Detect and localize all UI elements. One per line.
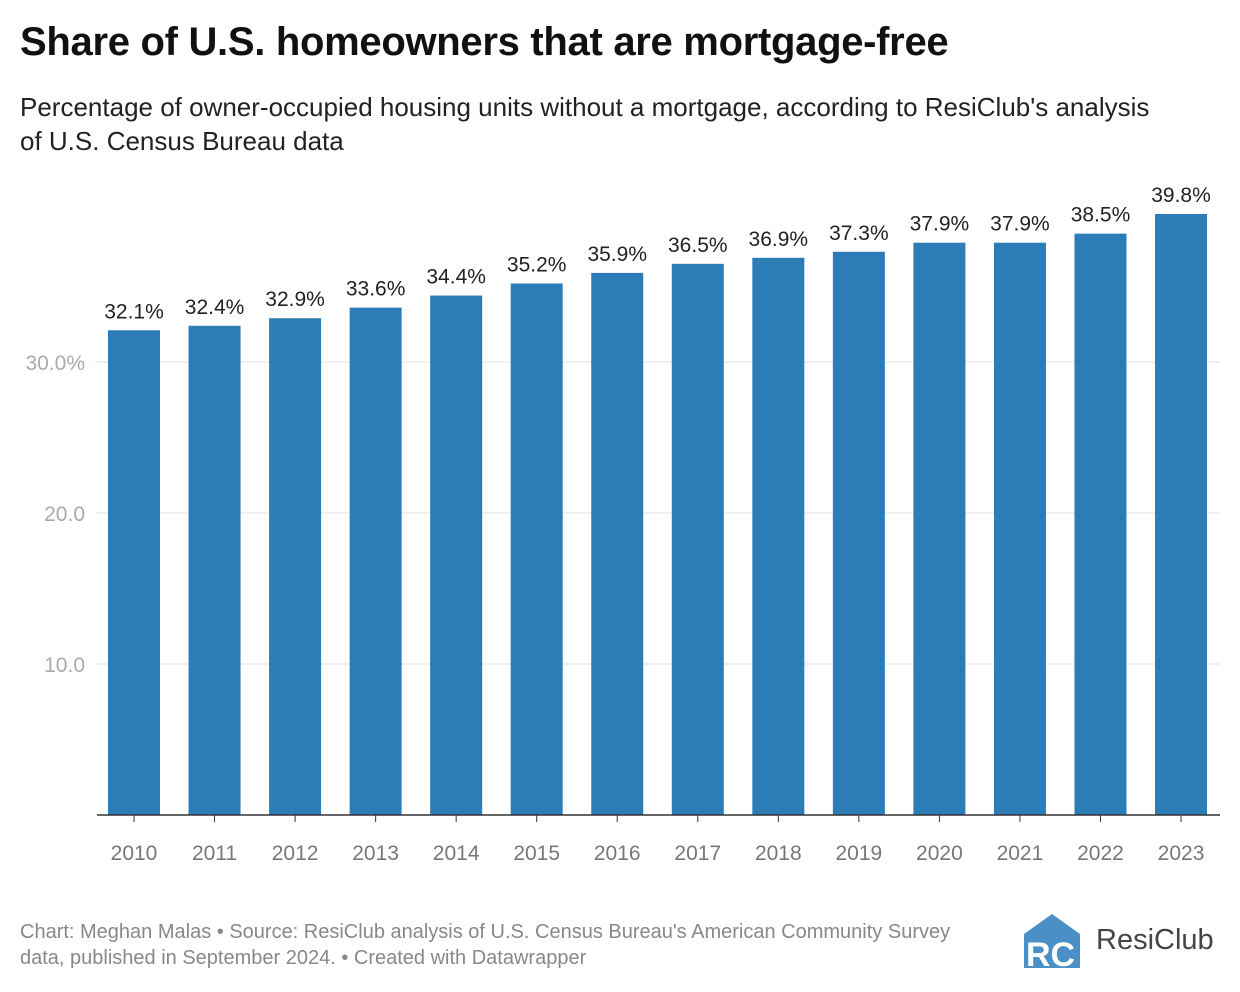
bar-2016 [591, 272, 644, 815]
data-label: 34.4% [426, 266, 486, 289]
x-tick-label: 2021 [997, 842, 1044, 865]
resiclub-logo-icon: RC [1024, 914, 1080, 968]
data-label: 36.9% [749, 228, 809, 251]
bar-2015 [510, 283, 563, 816]
data-label: 36.5% [668, 234, 728, 257]
y-tick-label: 30.0% [25, 352, 85, 375]
bar-2014 [430, 295, 483, 815]
data-label: 37.9% [910, 213, 970, 236]
x-tick-label: 2018 [755, 842, 802, 865]
data-label: 33.6% [346, 278, 406, 301]
x-tick-label: 2011 [192, 842, 237, 865]
data-label: 35.2% [507, 253, 567, 276]
data-label: 32.4% [185, 296, 245, 319]
chart-title: Share of U.S. homeowners that are mortga… [20, 20, 949, 64]
bar-2011 [188, 325, 241, 815]
bar-2013 [349, 307, 402, 815]
x-tick-label: 2014 [433, 842, 480, 865]
source-notes: Chart: Meghan Malas • Source: ResiClub a… [20, 921, 951, 969]
bar-2023 [1155, 214, 1208, 815]
data-label: 38.5% [1071, 204, 1131, 227]
data-label: 32.1% [104, 300, 164, 323]
x-tick-label: 2023 [1158, 842, 1205, 865]
resiclub-logo: RC ResiClub [1022, 912, 1214, 968]
x-tick-label: 2013 [352, 842, 399, 865]
bar-2021 [993, 242, 1046, 815]
y-tick-label: 10.0 [44, 654, 85, 677]
x-tick-label: 2016 [594, 842, 641, 865]
logo-text: ResiClub [1096, 923, 1214, 956]
data-label: 37.3% [829, 222, 889, 245]
x-tick-label: 2012 [272, 842, 319, 865]
bar-chart: 10.0 20.0 30.0% 32.1% 2010 32.4% 2011 32.9% 2012… [25, 184, 1220, 865]
bar-2012 [269, 318, 322, 815]
svg-text:RC: RC [1026, 936, 1075, 968]
data-label: 39.8% [1151, 184, 1211, 207]
data-label: 37.9% [990, 213, 1050, 236]
x-tick-label: 2019 [836, 842, 883, 865]
data-label: 32.9% [265, 288, 325, 311]
data-label: 35.9% [587, 243, 647, 266]
x-tick-label: 2015 [513, 842, 560, 865]
x-tick-label: 2020 [916, 842, 963, 865]
x-tick-label: 2017 [674, 842, 721, 865]
chart-subtitle: Percentage of owner-occupied housing uni… [20, 92, 1150, 156]
bar-2022 [1074, 233, 1127, 815]
bar-2020 [913, 242, 966, 815]
x-tick-label: 2022 [1077, 842, 1124, 865]
x-tick-label: 2010 [111, 842, 158, 865]
bar-2010 [108, 330, 160, 815]
bar-2019 [832, 251, 885, 815]
y-tick-label: 20.0 [44, 503, 85, 526]
bar-2018 [752, 257, 805, 815]
bar-2017 [671, 263, 724, 816]
